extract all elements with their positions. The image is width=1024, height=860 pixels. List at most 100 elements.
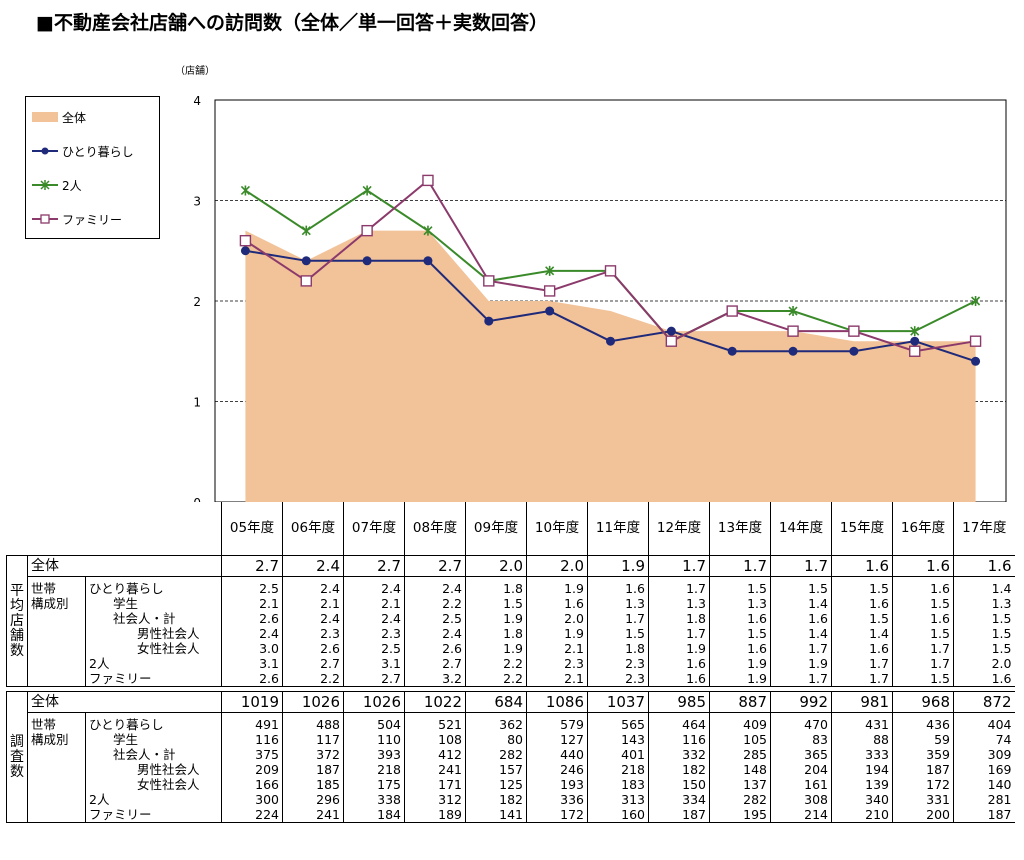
table-cell: 1037 bbox=[587, 691, 649, 713]
table-cell: 187 bbox=[953, 807, 1015, 823]
table-cell: 312 bbox=[404, 792, 466, 807]
x-tick-label: 08年度 bbox=[404, 502, 466, 556]
legend-item-couple: 2人 bbox=[32, 175, 82, 195]
blank-cell bbox=[27, 671, 86, 687]
square-line-icon bbox=[32, 214, 58, 224]
point-family bbox=[422, 174, 434, 187]
table-cell: 108 bbox=[404, 732, 466, 747]
point-couple bbox=[362, 185, 372, 196]
table-cell: 1.7 bbox=[770, 555, 832, 577]
table-cell: 2.6 bbox=[221, 611, 283, 626]
table-cell: 336 bbox=[526, 792, 588, 807]
point-family bbox=[969, 335, 982, 347]
table-cell: 1.6 bbox=[831, 641, 893, 656]
table-cell: 83 bbox=[770, 732, 832, 747]
row-label: 女性社会人 bbox=[85, 641, 222, 656]
table-cell: 2.7 bbox=[343, 671, 405, 687]
legend-label-single: ひとり暮らし bbox=[62, 144, 134, 159]
table-cell: 340 bbox=[831, 792, 893, 807]
blank-cell bbox=[28, 641, 86, 656]
row-label: 2人 bbox=[85, 792, 222, 807]
table-cell: 194 bbox=[831, 762, 893, 777]
table-cell: 2.5 bbox=[404, 611, 466, 626]
table-cell: 436 bbox=[892, 712, 954, 732]
table-cell: 992 bbox=[770, 691, 832, 713]
blank-cell bbox=[27, 807, 86, 823]
table-cell: 182 bbox=[465, 792, 527, 807]
table-cell: 985 bbox=[648, 691, 710, 713]
table-cell: 338 bbox=[343, 792, 405, 807]
table-cell: 1.6 bbox=[526, 596, 588, 611]
row-label: 男性社会人 bbox=[85, 626, 222, 641]
legend-label-family: ファミリー bbox=[62, 212, 123, 227]
table-cell: 204 bbox=[770, 762, 832, 777]
table-cell: 464 bbox=[648, 712, 710, 732]
table-cell: 2.4 bbox=[221, 626, 283, 641]
table-cell: 117 bbox=[282, 732, 344, 747]
table-cell: 372 bbox=[282, 747, 344, 762]
table-cell: 183 bbox=[587, 777, 649, 792]
table-cell: 1.7 bbox=[709, 555, 771, 577]
count-total-label: 全体 bbox=[27, 691, 222, 713]
table-header: 05年度 06年度 07年度 08年度 09年度 10年度 11年度 12年度 13年度 14年度… bbox=[6, 502, 1015, 556]
count-row: 社会人・計 375 372 393 412 282 440 401 332 285 365 333 35… bbox=[7, 747, 1015, 762]
point-family bbox=[543, 285, 556, 297]
table-cell: 1.8 bbox=[648, 611, 710, 626]
table-cell: 171 bbox=[404, 777, 466, 792]
table-cell: 2.2 bbox=[465, 671, 527, 687]
table-cell: 1.3 bbox=[953, 596, 1015, 611]
table-cell: 2.3 bbox=[282, 626, 344, 641]
table-cell: 2.2 bbox=[404, 596, 466, 611]
x-tick-label: 17年度 bbox=[953, 502, 1015, 556]
table-cell: 1.9 bbox=[709, 671, 771, 687]
table-cell: 2.3 bbox=[526, 656, 588, 671]
table-cell: 1.6 bbox=[709, 641, 771, 656]
point-single bbox=[301, 256, 311, 266]
blank-cell bbox=[28, 626, 86, 641]
table-cell: 2.0 bbox=[526, 611, 588, 626]
avg-row: 女性社会人 3.0 2.6 2.5 2.6 1.9 2.1 1.8 1.9 1.6 1.7 1.6 1.… bbox=[7, 641, 1015, 656]
table-cell: 2.6 bbox=[221, 671, 283, 687]
blank-cell bbox=[28, 762, 86, 777]
point-family bbox=[848, 325, 860, 337]
table-cell: 1.5 bbox=[892, 626, 954, 641]
table-cell: 296 bbox=[282, 792, 344, 807]
table-cell: 116 bbox=[648, 732, 710, 747]
area-total bbox=[245, 230, 976, 502]
table-cell: 2.4 bbox=[282, 576, 344, 596]
table-cell: 521 bbox=[404, 712, 466, 732]
point-single bbox=[606, 336, 615, 346]
legend-item-family: ファミリー bbox=[32, 209, 122, 229]
table-cell: 187 bbox=[648, 807, 710, 823]
table-cell: 2.7 bbox=[404, 555, 466, 577]
table-cell: 143 bbox=[587, 732, 649, 747]
star-line-icon bbox=[32, 180, 58, 190]
table-cell: 2.3 bbox=[343, 626, 405, 641]
table-cell: 200 bbox=[892, 807, 954, 823]
dot-line-icon bbox=[32, 147, 58, 155]
table-cell: 1.5 bbox=[465, 596, 527, 611]
point-single bbox=[849, 346, 859, 356]
row-label: 社会人・計 bbox=[85, 611, 222, 626]
table-cell: 1.9 bbox=[526, 626, 588, 641]
table-cell: 1.7 bbox=[892, 641, 954, 656]
table-cell: 80 bbox=[465, 732, 527, 747]
table-cell: 2.3 bbox=[587, 656, 649, 671]
table-cell: 375 bbox=[221, 747, 283, 762]
x-tick-label: 06年度 bbox=[282, 502, 344, 556]
table-cell: 1.6 bbox=[953, 555, 1015, 577]
table-cell: 88 bbox=[831, 732, 893, 747]
table-cell: 333 bbox=[831, 747, 893, 762]
table-cell: 140 bbox=[953, 777, 1015, 792]
table-cell: 2.1 bbox=[526, 641, 588, 656]
section-gap bbox=[6, 686, 1015, 692]
table-cell: 1.5 bbox=[709, 626, 771, 641]
point-family bbox=[604, 265, 617, 277]
table-cell: 1.9 bbox=[648, 641, 710, 656]
area-swatch-icon bbox=[32, 112, 58, 122]
y-axis-unit: （店舗） bbox=[175, 64, 215, 77]
point-single bbox=[423, 256, 433, 266]
table-cell: 1.5 bbox=[709, 576, 771, 596]
point-family bbox=[665, 335, 678, 347]
table-cell: 1.4 bbox=[953, 576, 1015, 596]
